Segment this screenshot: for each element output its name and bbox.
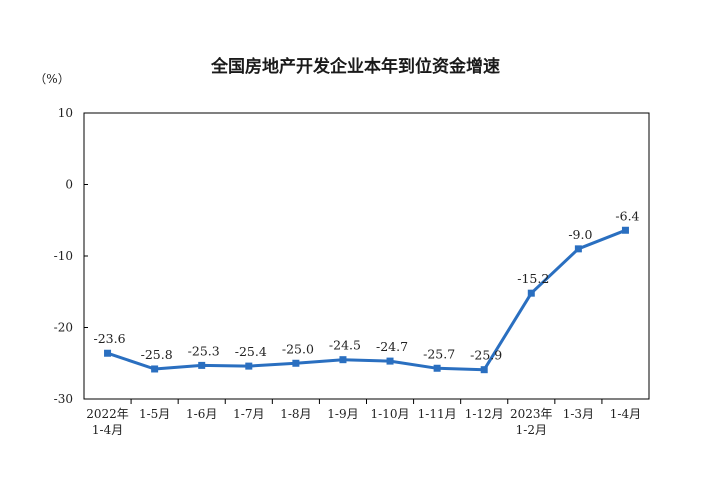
x-tick-label: 1-8月 (280, 407, 311, 421)
series-line (107, 228, 627, 372)
x-tick-label: 1-5月 (139, 407, 170, 421)
x-tick-label: 1-12月 (465, 407, 504, 421)
data-point (480, 366, 488, 374)
data-label: -25.0 (282, 341, 314, 356)
x-tick-label: 1-11月 (418, 407, 457, 421)
data-point (433, 364, 441, 372)
x-tick-label: 1-10月 (371, 407, 410, 421)
x-tick-label: 2023年 1-2月 (510, 407, 553, 437)
data-label: -15.2 (517, 271, 549, 286)
x-tick-label: 1-7月 (233, 407, 264, 421)
data-point (151, 365, 159, 373)
data-point (574, 245, 582, 253)
data-point (198, 361, 206, 369)
data-point (339, 356, 347, 364)
data-label: -9.0 (568, 227, 592, 242)
y-axis: 10 0 -10 -20 -30 (54, 106, 88, 406)
data-label: -6.4 (615, 208, 639, 223)
data-point (621, 226, 629, 234)
data-labels: -23.6 -25.8 -25.3 -25.4 -25.0 -24.5 -24.7 -25.7… (94, 208, 640, 362)
data-label: -25.4 (235, 344, 267, 359)
data-point (104, 349, 112, 357)
data-label: -25.7 (423, 346, 455, 361)
series-markers (104, 226, 629, 374)
data-label: -25.8 (141, 347, 173, 362)
x-tick-label: 1-9月 (327, 407, 358, 421)
y-tick-label: -30 (54, 392, 73, 406)
data-point (245, 362, 253, 370)
x-tick-label: 1-4月 (610, 407, 641, 421)
y-tick-label: -20 (54, 321, 73, 335)
x-axis: 2022年 1-4月 1-5月 1-6月 1-7月 1-8月 1-9月 1-10月 1-11月 1… (86, 399, 641, 437)
x-tick-label: 1-6月 (186, 407, 217, 421)
data-label: -23.6 (94, 331, 126, 346)
x-tick-label: 2022年 1-4月 (86, 407, 129, 437)
x-tick-label: 1-3月 (563, 407, 594, 421)
data-label: -24.5 (329, 338, 361, 353)
data-label: -25.9 (470, 348, 502, 363)
chart-title: 全国房地产开发企业本年到位资金增速 (211, 57, 500, 77)
data-point (292, 359, 300, 367)
data-point (527, 289, 535, 297)
data-point (386, 357, 394, 365)
y-tick-label: 0 (65, 178, 73, 192)
y-tick-label: 10 (58, 106, 73, 120)
data-label: -25.3 (188, 343, 220, 358)
y-tick-label: -10 (54, 249, 73, 263)
y-axis-unit-label: （%） (34, 72, 69, 86)
data-label: -24.7 (376, 339, 408, 354)
